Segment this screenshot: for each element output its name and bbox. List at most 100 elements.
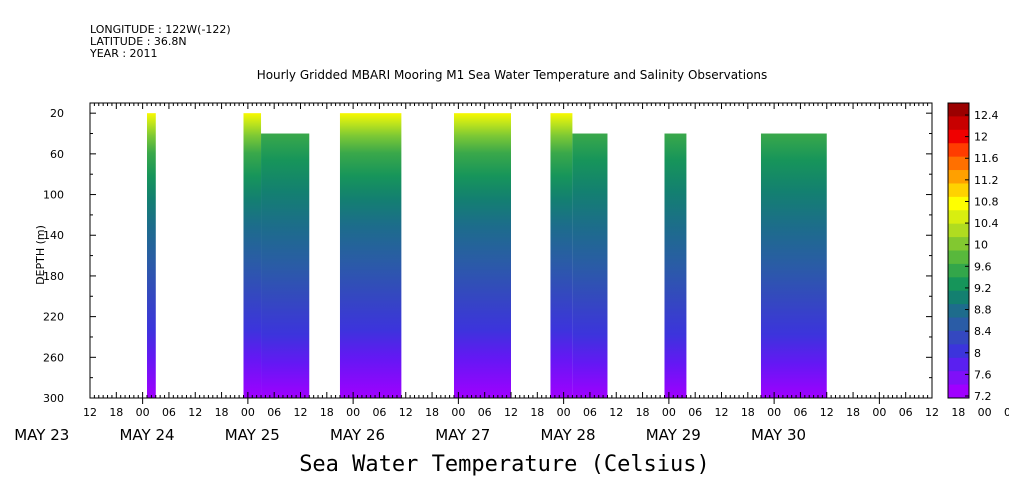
y-tick-label: 220 [43, 311, 64, 324]
latitude-label: LATITUDE : 36.8N [90, 35, 187, 48]
x-hour-tick-label: 00 [767, 406, 781, 419]
x-hour-tick-label: 18 [425, 406, 439, 419]
colorbar-label: 11.2 [974, 174, 999, 187]
data-block-1 [147, 113, 156, 398]
data-block-7 [572, 133, 608, 398]
y-tick-label: 180 [43, 270, 64, 283]
x-hour-tick-label: 12 [399, 406, 413, 419]
colorbar-swatch [948, 250, 969, 265]
x-hour-tick-label: 18 [109, 406, 123, 419]
colorbar-swatch [948, 129, 969, 144]
colorbar-label: 10.4 [974, 217, 999, 230]
colorbar-label: 7.2 [974, 390, 992, 403]
x-hour-tick-label: 18 [741, 406, 755, 419]
colorbar-label: 12 [974, 131, 988, 144]
data-block-8 [664, 133, 687, 398]
x-hour-tick-label: 12 [504, 406, 518, 419]
colorbar-label: 10 [974, 239, 988, 252]
colorbar-swatch [948, 103, 969, 117]
x-hour-tick-label: 00 [346, 406, 360, 419]
x-hour-tick-label: 00 [978, 406, 992, 419]
x-hour-tick-label: 06 [899, 406, 913, 419]
colorbar-swatch [948, 344, 969, 359]
colorbar-label: 12.4 [974, 109, 999, 122]
data-block-3 [261, 133, 310, 398]
x-hour-tick-label: 06 [1004, 406, 1009, 419]
x-hour-tick-label: 12 [820, 406, 834, 419]
colorbar-swatch [948, 304, 969, 319]
colorbar-label: 10.8 [974, 195, 999, 208]
colorbar-swatch [948, 290, 969, 305]
x-hour-tick-label: 12 [294, 406, 308, 419]
colorbar-swatch [948, 223, 969, 238]
x-hour-tick-label: 00 [662, 406, 676, 419]
data-block-5 [453, 113, 511, 398]
x-hour-tick-label: 06 [688, 406, 702, 419]
colorbar-label: 7.6 [974, 368, 992, 381]
colorbar-swatch [948, 156, 969, 171]
y-tick-label: 60 [50, 148, 64, 161]
x-hour-tick-label: 06 [372, 406, 386, 419]
x-hour-tick-label: 18 [846, 406, 860, 419]
x-day-label: MAY 24 [119, 426, 174, 444]
colorbar-swatch [948, 237, 969, 251]
colorbar-swatch [948, 317, 969, 332]
chart-title: Hourly Gridded MBARI Mooring M1 Sea Wate… [256, 68, 768, 82]
colorbar-swatch [948, 183, 969, 198]
colorbar: 12.4 12 11.6 11.2 10.8 10.4 10 9.6 9.2 8.8 8.4 8 7.6… [947, 102, 999, 403]
colorbar-swatch [948, 371, 969, 386]
x-hour-tick-label: 12 [83, 406, 97, 419]
x-day-label: MAY 30 [751, 426, 806, 444]
colorbar-label: 8.8 [974, 304, 992, 317]
x-hour-tick-label: 18 [530, 406, 544, 419]
colorbar-swatch [948, 170, 969, 184]
year-label: YEAR : 2011 [90, 47, 158, 60]
x-hour-tick-label: 06 [162, 406, 176, 419]
x-day-label: MAY 27 [435, 426, 490, 444]
x-hour-tick-label: 06 [583, 406, 597, 419]
y-tick-label: 20 [50, 107, 64, 120]
y-tick-label: 260 [43, 351, 64, 364]
x-hour-tick-label: 00 [136, 406, 150, 419]
x-hour-tick-label: 00 [557, 406, 571, 419]
x-hour-tick-label: 06 [267, 406, 281, 419]
colorbar-label: 9.2 [974, 282, 992, 295]
y-tick-label: 140 [43, 229, 64, 242]
x-hour-tick-label: 06 [793, 406, 807, 419]
x-hour-tick-label: 00 [451, 406, 465, 419]
colorbar-label: 11.6 [974, 152, 999, 165]
colorbar-swatch [948, 277, 969, 292]
x-day-label: MAY 23 [14, 426, 69, 444]
x-hour-tick-label: 18 [636, 406, 650, 419]
colorbar-swatch [948, 210, 969, 225]
x-day-label: MAY 26 [330, 426, 385, 444]
data-block-6 [550, 113, 573, 398]
colorbar-swatch [948, 330, 969, 345]
axes: 12 18 00 06 12 18 00 06 12 18 00 06 12 18 00 06 12 18 00 06… [14, 102, 1009, 444]
variable-title: Sea Water Temperature (Celsius) [299, 452, 710, 477]
x-hour-tick-label: 12 [925, 406, 939, 419]
colorbar-label: 8.4 [974, 325, 992, 338]
data-block-2 [243, 113, 262, 398]
x-hour-tick-label: 00 [872, 406, 886, 419]
colorbar-swatch [948, 116, 969, 131]
colorbar-swatch [948, 196, 969, 211]
longitude-label: LONGITUDE : 122W(-122) [90, 23, 231, 36]
x-hour-tick-label: 12 [188, 406, 202, 419]
x-day-label: MAY 25 [225, 426, 280, 444]
x-hour-tick-label: 12 [609, 406, 623, 419]
x-hour-tick-label: 00 [241, 406, 255, 419]
colorbar-label: 8 [974, 347, 981, 360]
data-block-4 [339, 113, 402, 398]
x-hour-tick-label: 18 [320, 406, 334, 419]
y-axis-label: DEPTH (m) [34, 225, 47, 285]
colorbar-swatch [948, 263, 969, 278]
colorbar-label: 9.6 [974, 260, 992, 273]
colorbar-swatch [948, 357, 969, 372]
y-tick-label: 100 [43, 189, 64, 202]
x-hour-tick-label: 12 [715, 406, 729, 419]
plot-area [147, 113, 827, 398]
x-day-label: MAY 28 [540, 426, 595, 444]
x-hour-tick-label: 18 [215, 406, 229, 419]
